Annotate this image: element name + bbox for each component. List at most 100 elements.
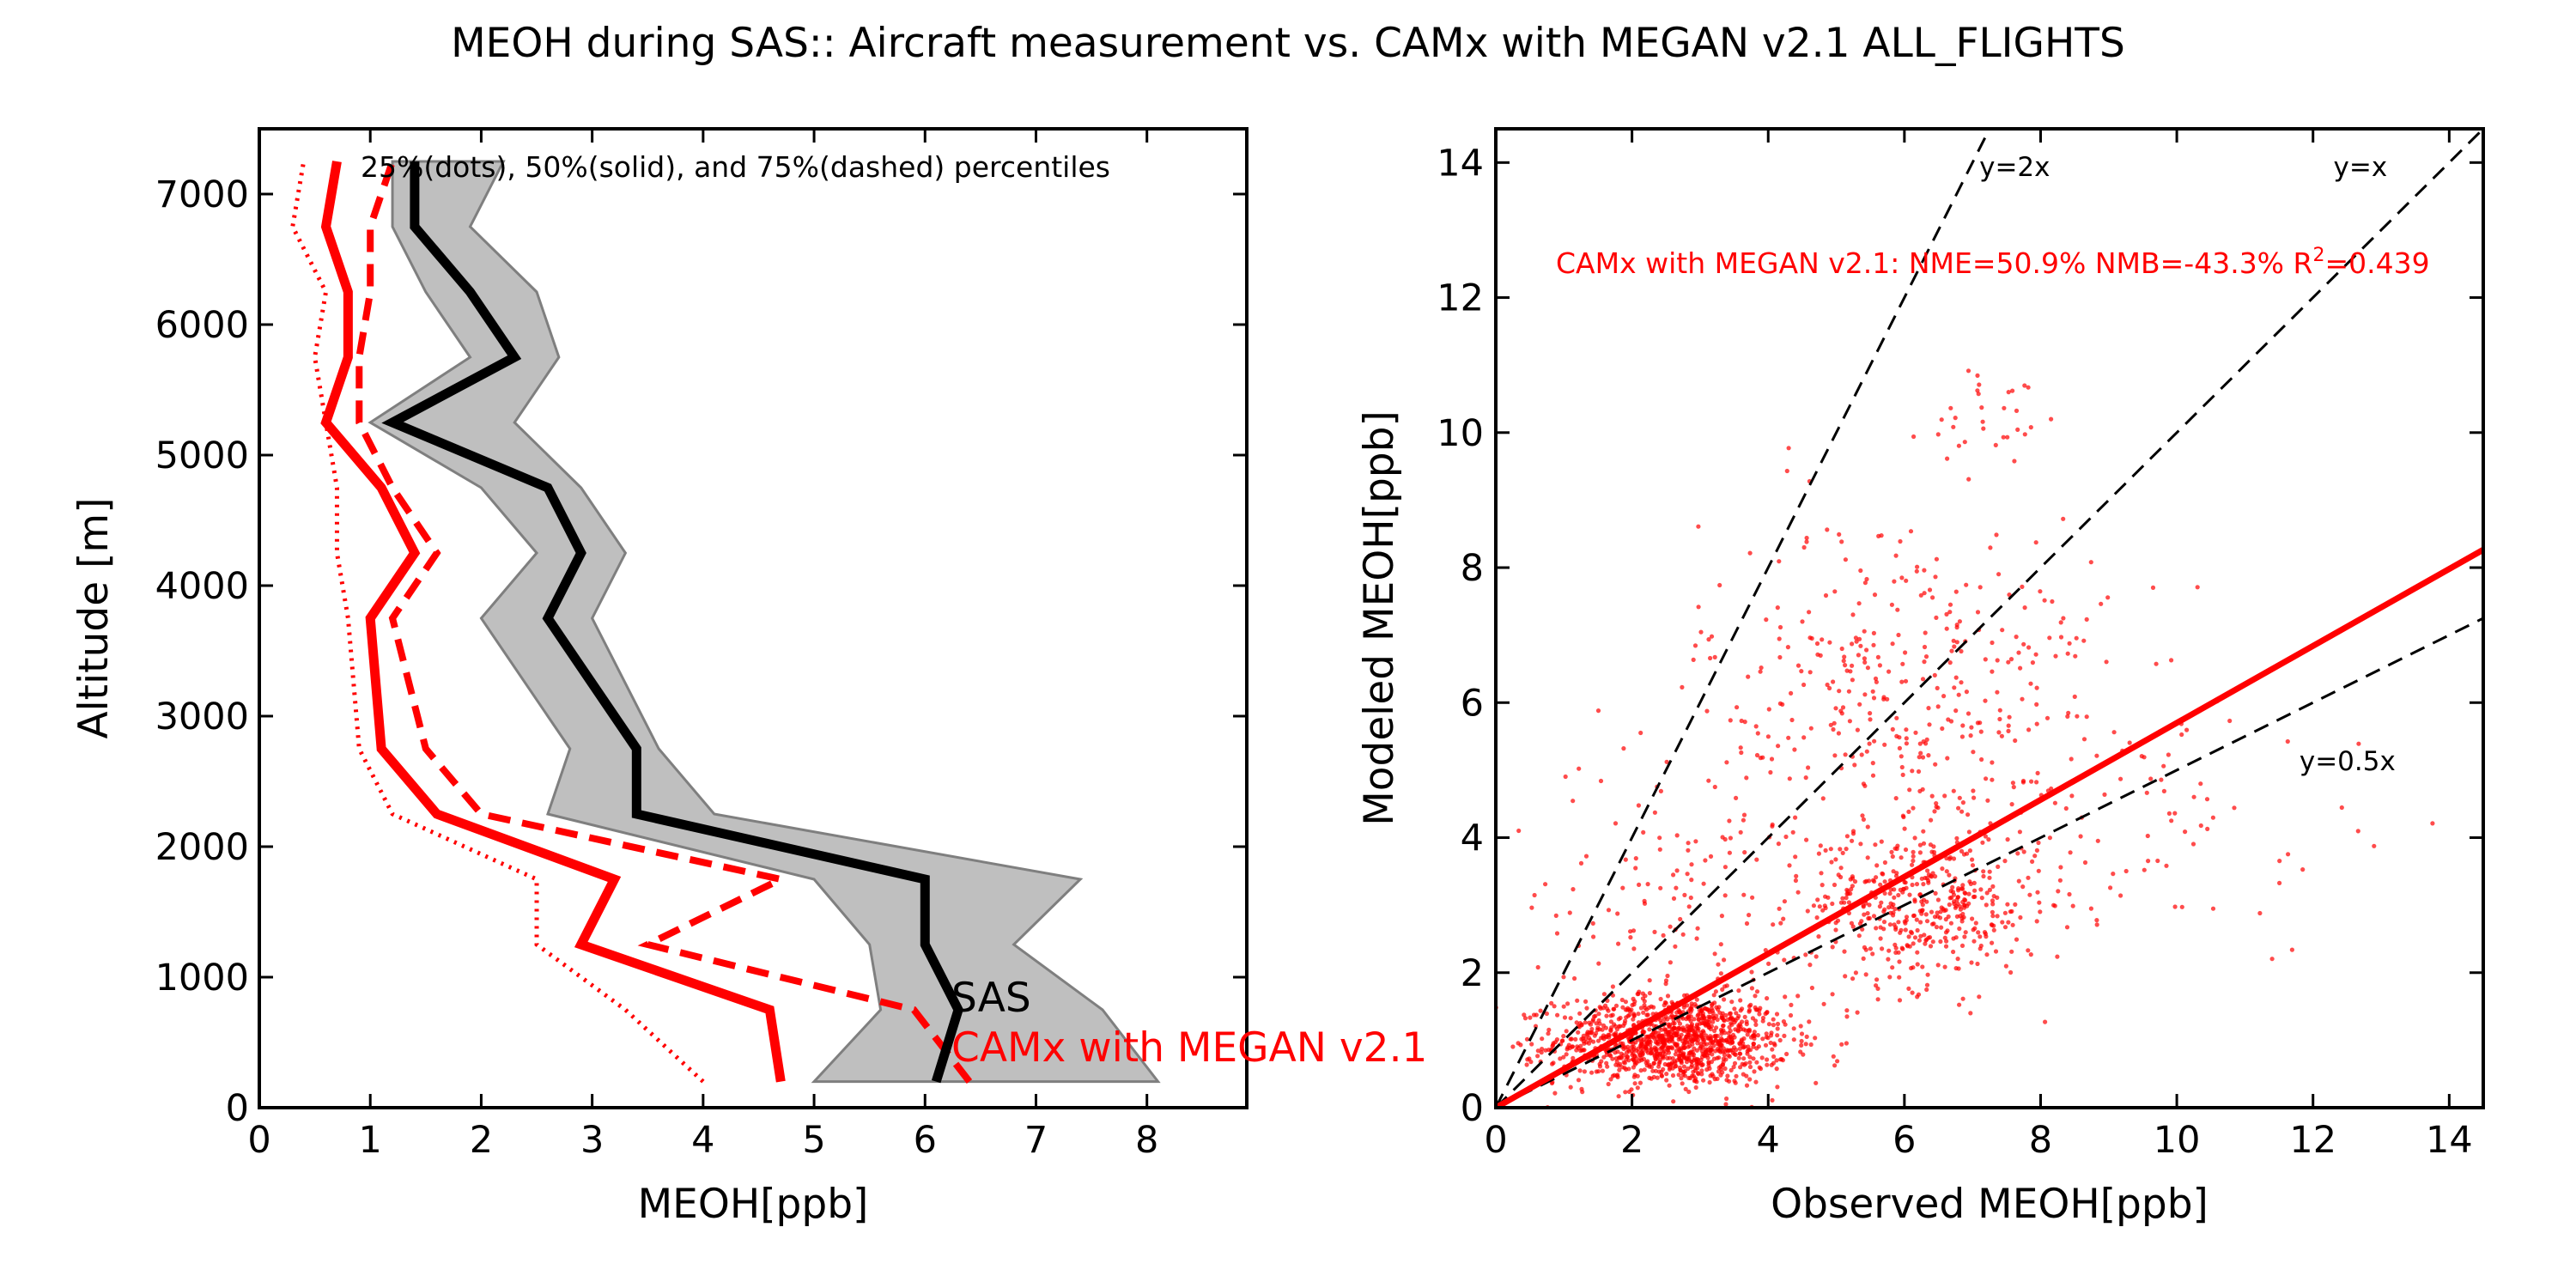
scatter-point	[1870, 689, 1875, 694]
scatter-point	[2020, 696, 2025, 702]
scatter-point	[1645, 882, 1650, 887]
scatter-point	[2009, 949, 2014, 954]
scatter-point	[1722, 1066, 1728, 1072]
scatter-point	[1930, 939, 1935, 945]
scatter-point	[1935, 432, 1941, 437]
scatter-point	[1610, 1073, 1615, 1078]
scatter-point	[1844, 896, 1849, 901]
scatter-points	[1496, 368, 2435, 1108]
scatter-point	[1569, 1036, 1574, 1042]
scatter-point	[1934, 556, 1939, 562]
scatter-point	[1693, 1084, 1698, 1091]
scatter-point	[1723, 1037, 1728, 1043]
scatter-point	[1970, 863, 1976, 868]
scatter-point	[1865, 855, 1870, 860]
percentile-annotation: 25%(dots), 50%(solid), and 75%(dashed) p…	[361, 150, 1110, 184]
scatter-point	[2277, 880, 2282, 885]
scatter-point	[1535, 1048, 1540, 1054]
scatter-point	[1546, 1027, 1552, 1032]
scatter-point	[1747, 913, 1752, 918]
scatter-point	[1966, 891, 1971, 896]
scatter-point	[1748, 1035, 1754, 1040]
scatter-point	[1701, 1078, 1706, 1083]
scatter-point	[2073, 653, 2078, 659]
scatter-point	[2034, 685, 2039, 690]
scatter-point	[1990, 640, 1995, 646]
scatter-point	[1904, 727, 1909, 732]
scatter-point	[1833, 706, 1838, 711]
y-tick-label: 12	[1437, 277, 1484, 320]
scatter-point	[1577, 1011, 1583, 1016]
scatter-point	[1757, 1065, 1762, 1070]
scatter-point	[1933, 890, 1938, 896]
scatter-point	[1921, 882, 1926, 887]
scatter-point	[1935, 910, 1940, 915]
scatter-point	[1874, 679, 1879, 684]
scatter-point	[2014, 635, 2019, 640]
scatter-point	[2055, 954, 2060, 959]
scatter-point	[1765, 1057, 1770, 1062]
scatter-point	[1686, 1013, 1692, 1018]
scatter-point	[1927, 722, 1932, 727]
scatter-point	[1943, 944, 1949, 949]
scatter-point	[1646, 1005, 1651, 1011]
scatter-point	[1665, 1062, 1670, 1067]
scatter-point	[1582, 1069, 1587, 1074]
scatter-point	[1617, 1061, 1623, 1066]
scatter-point	[1874, 863, 1880, 868]
scatter-point	[1753, 1079, 1759, 1084]
scatter-point	[1751, 1042, 1756, 1047]
scatter-point	[1579, 1086, 1584, 1091]
scatter-point	[1820, 637, 1825, 642]
scatter-point	[1756, 1044, 1761, 1049]
scatter-point	[1886, 957, 1891, 962]
scatter-point	[1911, 434, 1917, 440]
scatter-point	[1720, 1015, 1725, 1021]
scatter-point	[1789, 1002, 1794, 1007]
scatter-point	[1921, 829, 1926, 834]
scatter-point	[1807, 610, 1812, 615]
scatter-point	[1715, 1076, 1720, 1081]
scatter-point	[1753, 993, 1758, 999]
scatter-point	[1670, 1066, 1675, 1071]
y-tick-label: 1000	[155, 957, 249, 999]
scatter-point	[1917, 741, 1923, 746]
scatter-point	[1734, 1011, 1739, 1016]
scatter-point	[1775, 1084, 1780, 1090]
scatter-point	[1960, 996, 1965, 1001]
scatter-point	[1647, 978, 1652, 983]
scatter-point	[1546, 1031, 1551, 1036]
scatter-point	[1744, 1073, 1749, 1078]
scatter-point	[1801, 1052, 1806, 1057]
scatter-point	[1693, 839, 1698, 844]
scatter-point	[1819, 871, 1824, 876]
scatter-point	[1862, 945, 1867, 950]
x-tick-label: 4	[1757, 1119, 1780, 1162]
scatter-point	[1956, 888, 1961, 893]
scatter-point	[1598, 778, 1604, 784]
scatter-point	[1911, 805, 1916, 811]
scatter-point	[1971, 750, 1976, 755]
scatter-point	[1665, 973, 1670, 979]
scatter-point	[1877, 663, 1882, 668]
scatter-point	[1870, 951, 1875, 957]
scatter-point	[1906, 934, 1911, 939]
scatter-point	[1975, 373, 1980, 378]
scatter-point	[1699, 1068, 1704, 1073]
scatter-point	[1951, 856, 1957, 861]
scatter-point	[1713, 989, 1718, 994]
scatter-point	[1722, 997, 1727, 1002]
scatter-point	[2034, 848, 2039, 854]
scatter-point	[1831, 726, 1836, 732]
scatter-point	[1887, 975, 1893, 980]
scatter-point	[1975, 610, 1981, 615]
scatter-point	[1875, 654, 1880, 660]
scatter-point	[1930, 595, 1935, 600]
scatter-point	[1875, 986, 1880, 991]
scatter-point	[1716, 1007, 1721, 1012]
scatter-point	[1668, 924, 1673, 929]
scatter-point	[1728, 1041, 1733, 1046]
scatter-point	[1686, 1075, 1692, 1080]
scatter-point	[1680, 1053, 1685, 1058]
scatter-point	[1833, 927, 1838, 933]
